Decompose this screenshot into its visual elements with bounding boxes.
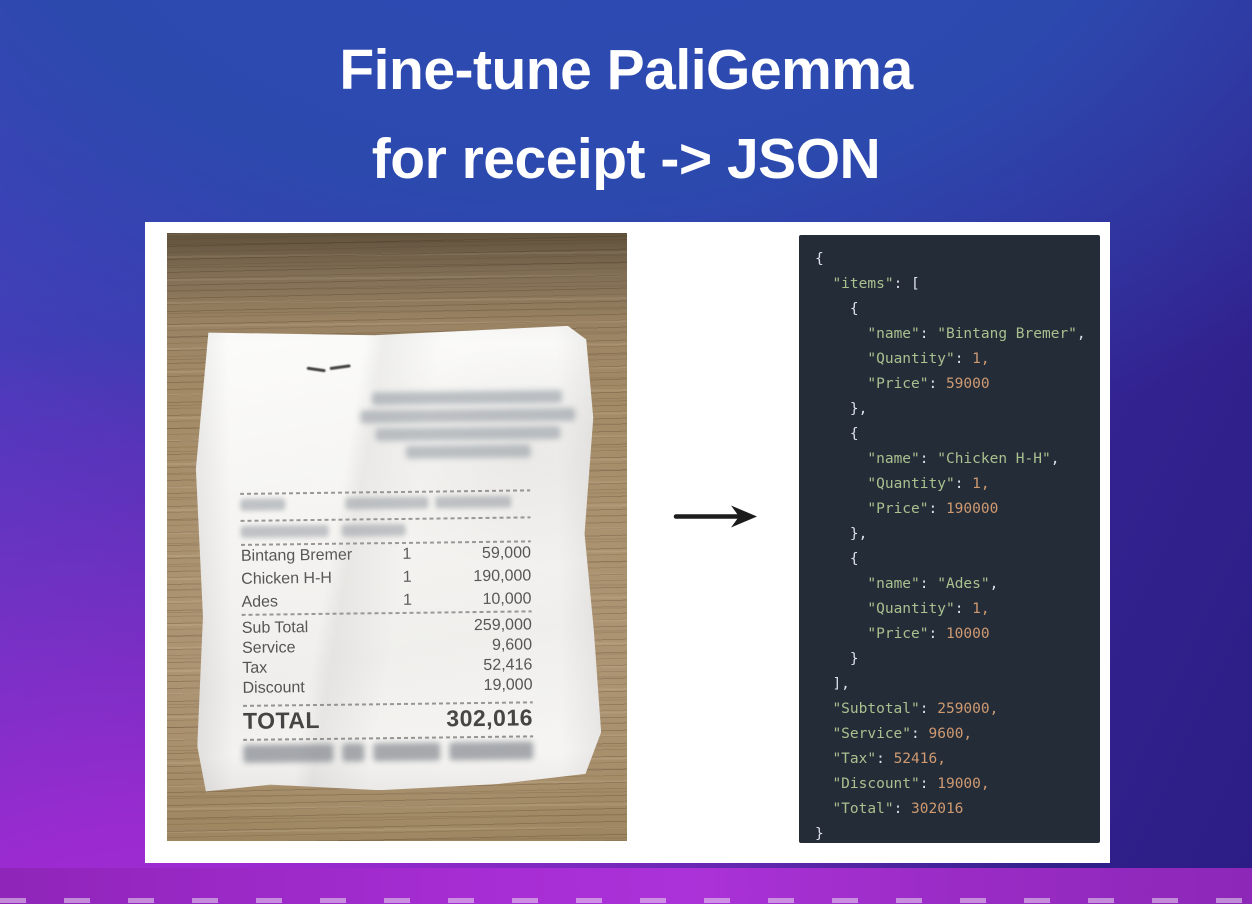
code-line: "Service": 9600,: [832, 726, 973, 742]
staple-icon: [307, 362, 353, 377]
redacted-text: [342, 743, 364, 761]
item-qty: 1: [402, 568, 412, 586]
item-name: Bintang Bremer: [240, 546, 353, 565]
redacted-header-block: [351, 390, 584, 460]
code-line: "Quantity": 1,: [867, 476, 990, 492]
code-line: ],: [832, 676, 850, 692]
redacted-header-line: [375, 426, 560, 441]
redacted-text: [450, 741, 534, 760]
summary-value: 259,000: [473, 616, 532, 635]
redacted-header-line: [372, 390, 562, 405]
code-line: }: [849, 651, 859, 667]
item-price: 59,000: [481, 544, 532, 562]
summary-label: Sub Total: [241, 619, 309, 637]
code-line: "name": "Ades",: [867, 576, 999, 592]
receipt-photo: Bintang Bremer 1 59,000 Chicken H-H 1 19…: [167, 233, 627, 841]
summary-label: Tax: [242, 659, 268, 677]
code-line: "items": [: [832, 276, 920, 292]
redacted-text: [241, 525, 329, 538]
redacted-header-line: [405, 444, 530, 459]
receipt-paper: Bintang Bremer 1 59,000 Chicken H-H 1 19…: [192, 326, 602, 793]
redacted-text: [240, 498, 285, 511]
code-line: {: [849, 551, 859, 567]
code-line: {: [849, 301, 859, 317]
item-qty: 1: [402, 545, 412, 563]
redacted-text: [342, 524, 406, 537]
code-line: {: [815, 251, 824, 267]
redacted-text: [243, 744, 333, 763]
transform-arrow-icon: [673, 505, 757, 528]
total-row: TOTAL 302,016: [243, 705, 533, 737]
redacted-text: [345, 497, 428, 510]
code-line: "Quantity": 1,: [867, 601, 990, 617]
code-line: "Subtotal": 259000,: [832, 701, 999, 717]
title-line-2: for receipt -> JSON: [371, 127, 881, 191]
code-line: {: [849, 426, 859, 442]
receipt-meta-redacted: [241, 522, 531, 538]
code-line: },: [849, 526, 868, 542]
total-value: 302,016: [446, 704, 534, 732]
summary-value: 52,416: [483, 656, 533, 674]
redacted-header-line: [360, 408, 575, 424]
code-line: "name": "Chicken H-H",: [867, 451, 1060, 467]
receipt-meta-redacted: [240, 495, 530, 511]
summary-label: Service: [241, 639, 296, 657]
total-label: TOTAL: [242, 706, 321, 734]
json-code-panel: { "items": [ { "name": "Bintang Bremer", "Qu…: [799, 235, 1100, 843]
item-name: Chicken H-H: [241, 569, 333, 588]
code-line: "Price": 59000: [867, 376, 990, 392]
code-line: "Tax": 52416,: [832, 751, 946, 767]
receipt-body: Bintang Bremer 1 59,000 Chicken H-H 1 19…: [240, 489, 533, 778]
content-card: Bintang Bremer 1 59,000 Chicken H-H 1 19…: [145, 222, 1110, 863]
item-price: 190,000: [473, 567, 532, 586]
redacted-text: [435, 496, 511, 509]
summary-row: Discount 19,000: [242, 676, 532, 700]
summary-label: Discount: [242, 679, 305, 697]
code-line: "Quantity": 1,: [867, 351, 990, 367]
code-line: },: [849, 401, 868, 417]
summary-value: 19,000: [483, 676, 533, 694]
code-line: "Price": 10000: [867, 626, 990, 642]
redacted-footer-line: [243, 741, 533, 763]
separator-dashed: [240, 489, 530, 495]
page-title: Fine-tune PaliGemma for receipt -> JSON: [0, 26, 1252, 204]
bottom-accent-strip: [0, 868, 1252, 904]
code-line: "name": "Bintang Bremer",: [867, 326, 1086, 342]
separator-dashed: [241, 516, 531, 522]
code-line: "Price": 190000: [867, 501, 999, 517]
redacted-text: [373, 742, 441, 761]
title-line-1: Fine-tune PaliGemma: [339, 38, 913, 102]
code-line: }: [815, 826, 824, 842]
code-line: "Discount": 19000,: [832, 776, 990, 792]
summary-value: 9,600: [491, 636, 533, 654]
code-line: "Total": 302016: [832, 801, 964, 817]
